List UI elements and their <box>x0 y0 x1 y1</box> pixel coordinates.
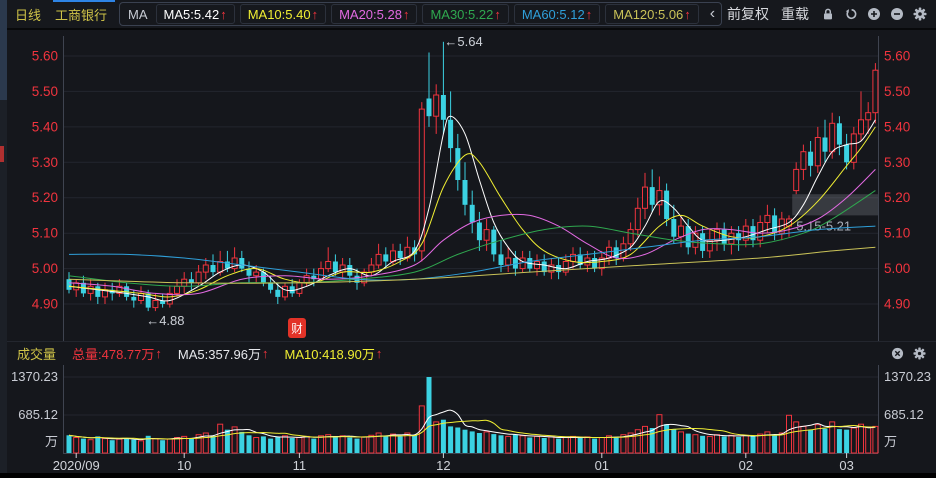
svg-text:←5.64: ←5.64 <box>444 34 482 49</box>
volume-pane-header: 成交量 总量:478.77万 ↑ MA5:357.96万 ↑ MA10:418.… <box>7 341 936 365</box>
svg-text:12: 12 <box>436 458 450 473</box>
svg-text:5.10: 5.10 <box>32 226 58 241</box>
svg-text:5.15-5.21: 5.15-5.21 <box>796 218 851 233</box>
svg-text:5.10: 5.10 <box>884 226 910 241</box>
svg-text:5.20: 5.20 <box>884 190 910 205</box>
svg-text:5.20: 5.20 <box>32 190 58 205</box>
ma-line-ma20 <box>68 169 876 296</box>
volume-ma10-legend: MA10:418.90万 ↑ <box>284 346 383 362</box>
svg-text:5.40: 5.40 <box>884 119 910 134</box>
ma-lines-layer <box>68 115 876 302</box>
watermark-logo: 财 <box>288 318 306 338</box>
svg-text:2020/09: 2020/09 <box>53 458 100 473</box>
svg-text:1370.23: 1370.23 <box>884 369 931 384</box>
svg-text:5.60: 5.60 <box>32 49 58 64</box>
svg-text:01: 01 <box>595 458 609 473</box>
main-toolbar: 日线 工商银行 MA MA5:5.42 ↑ MA10:5.40 ↑ MA20:5… <box>7 0 936 30</box>
svg-text:03: 03 <box>839 458 853 473</box>
svg-text:5.50: 5.50 <box>32 84 58 99</box>
up-arrow-icon: ↑ <box>311 6 319 22</box>
ma30-legend[interactable]: MA30:5.22 ↑ <box>422 4 509 24</box>
svg-text:5.40: 5.40 <box>32 119 58 134</box>
candles-layer <box>66 41 879 312</box>
svg-text:5.30: 5.30 <box>32 155 58 170</box>
svg-text:5.00: 5.00 <box>884 261 910 276</box>
volume-chart[interactable]: 1370.23 1370.23 685.12 685.12 万 万 2020/09 10 11 1… <box>0 365 936 478</box>
left-edge-strip-top <box>0 0 7 100</box>
ma-line-ma60 <box>68 225 876 281</box>
ma-group-label[interactable]: MA <box>128 6 148 22</box>
svg-text:←4.88: ←4.88 <box>146 313 184 328</box>
zoom-out-icon[interactable] <box>890 7 904 21</box>
settings-gear-icon[interactable] <box>913 7 927 21</box>
volume-gridlines <box>63 365 879 454</box>
undo-icon[interactable] <box>844 7 858 21</box>
svg-text:4.90: 4.90 <box>32 297 58 312</box>
volume-bars-layer <box>66 377 879 454</box>
active-tab-indicator <box>53 0 115 2</box>
up-arrow-icon: ↑ <box>402 6 410 22</box>
svg-text:5.50: 5.50 <box>884 84 910 99</box>
close-icon[interactable] <box>891 347 904 360</box>
price-markers: ←5.64 ←4.88 <box>146 34 483 328</box>
symbol-name[interactable]: 工商银行 <box>55 7 108 23</box>
svg-text:5.00: 5.00 <box>32 261 58 276</box>
svg-text:5.60: 5.60 <box>884 49 910 64</box>
up-arrow-icon: ↑ <box>262 346 269 361</box>
up-arrow-icon: ↑ <box>375 346 383 361</box>
svg-text:1370.23: 1370.23 <box>11 369 58 384</box>
volume-settings-gear-icon[interactable] <box>913 347 926 360</box>
up-arrow-icon: ↑ <box>494 6 501 22</box>
ma-legend-group: MA MA5:5.42 ↑ MA10:5.40 ↑ MA20:5.28 ↑ MA… <box>119 2 723 26</box>
x-axis-labels: 2020/09 10 11 12 01 02 03 <box>53 453 854 473</box>
kline-axis-labels: 5.60 5.60 5.50 5.50 5.40 5.40 5.30 5.30 5.20 5.20… <box>32 49 911 312</box>
svg-text:11: 11 <box>293 458 307 473</box>
zoom-in-icon[interactable] <box>867 7 881 21</box>
collapse-legend-chevron-icon[interactable]: ‹ <box>709 5 716 22</box>
up-arrow-icon: ↑ <box>585 6 593 22</box>
gap-zone-label: 5.15-5.21 <box>796 218 851 233</box>
volume-header-icons <box>891 347 936 360</box>
svg-text:5.30: 5.30 <box>884 155 910 170</box>
volume-axis-labels: 1370.23 1370.23 685.12 685.12 万 万 <box>11 369 931 449</box>
ma5-legend[interactable]: MA5:5.42 ↑ <box>155 4 235 24</box>
reload-button[interactable]: 重载 <box>781 6 809 22</box>
svg-text:财: 财 <box>291 322 303 336</box>
period-tab-daily[interactable]: 日线 <box>15 7 42 23</box>
svg-text:02: 02 <box>739 458 753 473</box>
lock-icon[interactable] <box>821 7 835 21</box>
kline-chart[interactable]: 5.60 5.60 5.50 5.50 5.40 5.40 5.30 5.30 5.20 5.20… <box>0 28 936 341</box>
bottom-strip <box>0 473 936 478</box>
ma10-legend[interactable]: MA10:5.40 ↑ <box>239 4 327 24</box>
up-arrow-icon: ↑ <box>155 346 162 361</box>
svg-text:685.12: 685.12 <box>18 407 58 422</box>
svg-text:4.90: 4.90 <box>884 297 910 312</box>
ma120-legend[interactable]: MA120:5.06 ↑ <box>605 4 699 24</box>
volume-title: 成交量 <box>17 347 57 362</box>
svg-text:10: 10 <box>177 458 191 473</box>
volume-ma-lines <box>68 409 876 441</box>
left-edge-marker <box>0 146 4 162</box>
adjust-mode-button[interactable]: 前复权 <box>727 6 769 22</box>
up-arrow-icon: ↑ <box>220 6 227 22</box>
ma60-legend[interactable]: MA60:5.12 ↑ <box>513 4 601 24</box>
gap-zone <box>792 194 878 216</box>
svg-text:万: 万 <box>884 434 897 449</box>
up-arrow-icon: ↑ <box>684 6 691 22</box>
ma20-legend[interactable]: MA20:5.28 ↑ <box>331 4 418 24</box>
volume-total: 总量:478.77万 ↑ <box>72 346 162 362</box>
toolbar-right-group: 前复权 重载 <box>727 4 936 24</box>
svg-text:万: 万 <box>45 434 58 449</box>
left-edge-strip <box>0 0 7 478</box>
ma-line-ma120 <box>68 246 876 284</box>
svg-text:685.12: 685.12 <box>884 407 924 422</box>
kline-gridlines <box>63 36 879 341</box>
volume-ma5-legend: MA5:357.96万 ↑ <box>177 346 269 362</box>
